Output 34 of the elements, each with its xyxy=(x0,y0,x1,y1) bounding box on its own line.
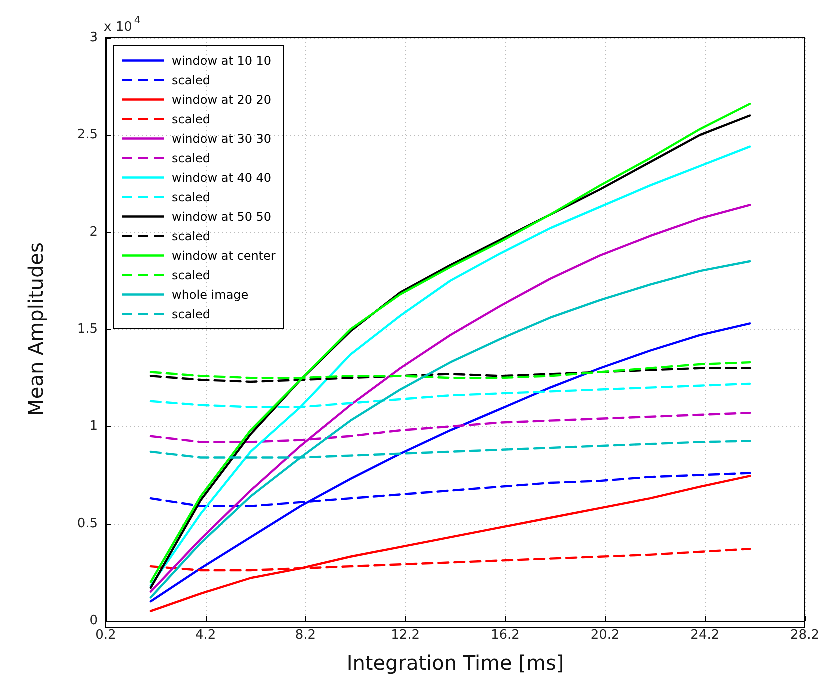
line-series xyxy=(150,322,752,603)
legend-label: whole image xyxy=(172,288,249,302)
x-tick-label: 20.2 xyxy=(590,628,620,643)
legend-label: scaled xyxy=(172,268,211,282)
legend-label: window at 10 10 xyxy=(172,54,272,68)
x-tick-label: 4.2 xyxy=(196,628,216,643)
legend-label: window at 20 20 xyxy=(172,92,272,107)
legend-label: window at center xyxy=(172,248,276,263)
legend-label: scaled xyxy=(172,307,211,322)
x-tick-label: 24.2 xyxy=(690,628,720,643)
x-tick-label: 28.2 xyxy=(790,628,820,643)
legend-label: window at 40 40 xyxy=(172,170,272,185)
y-tick-label: 1 xyxy=(90,419,98,434)
x-tick-label: 8.2 xyxy=(295,628,316,643)
line-series xyxy=(150,367,752,384)
x-axis-title: Integration Time [ms] xyxy=(346,651,564,675)
y-tick-label: 0 xyxy=(90,614,98,628)
y-tick-label: 2.5 xyxy=(77,128,98,143)
line-series xyxy=(150,260,752,599)
x-tick-label: 12.2 xyxy=(391,628,420,643)
line-series xyxy=(150,475,752,612)
y-tick-label: 3 xyxy=(90,30,98,46)
legend-label: scaled xyxy=(172,190,211,204)
legend-label: scaled xyxy=(172,229,211,244)
x-tick-label: 0.2 xyxy=(96,628,116,643)
legend-label: scaled xyxy=(172,112,211,126)
legend-label: scaled xyxy=(172,73,211,88)
legend-label: scaled xyxy=(172,151,211,166)
x-tick-label: 16.2 xyxy=(490,628,520,643)
y-tick-label: 0.5 xyxy=(77,516,98,532)
y-tick-label: 1.5 xyxy=(77,322,98,337)
y-tick-label: 2 xyxy=(90,224,98,240)
legend-label: window at 50 50 xyxy=(172,210,272,224)
y-axis-title: Mean Amplitudes xyxy=(24,242,48,416)
